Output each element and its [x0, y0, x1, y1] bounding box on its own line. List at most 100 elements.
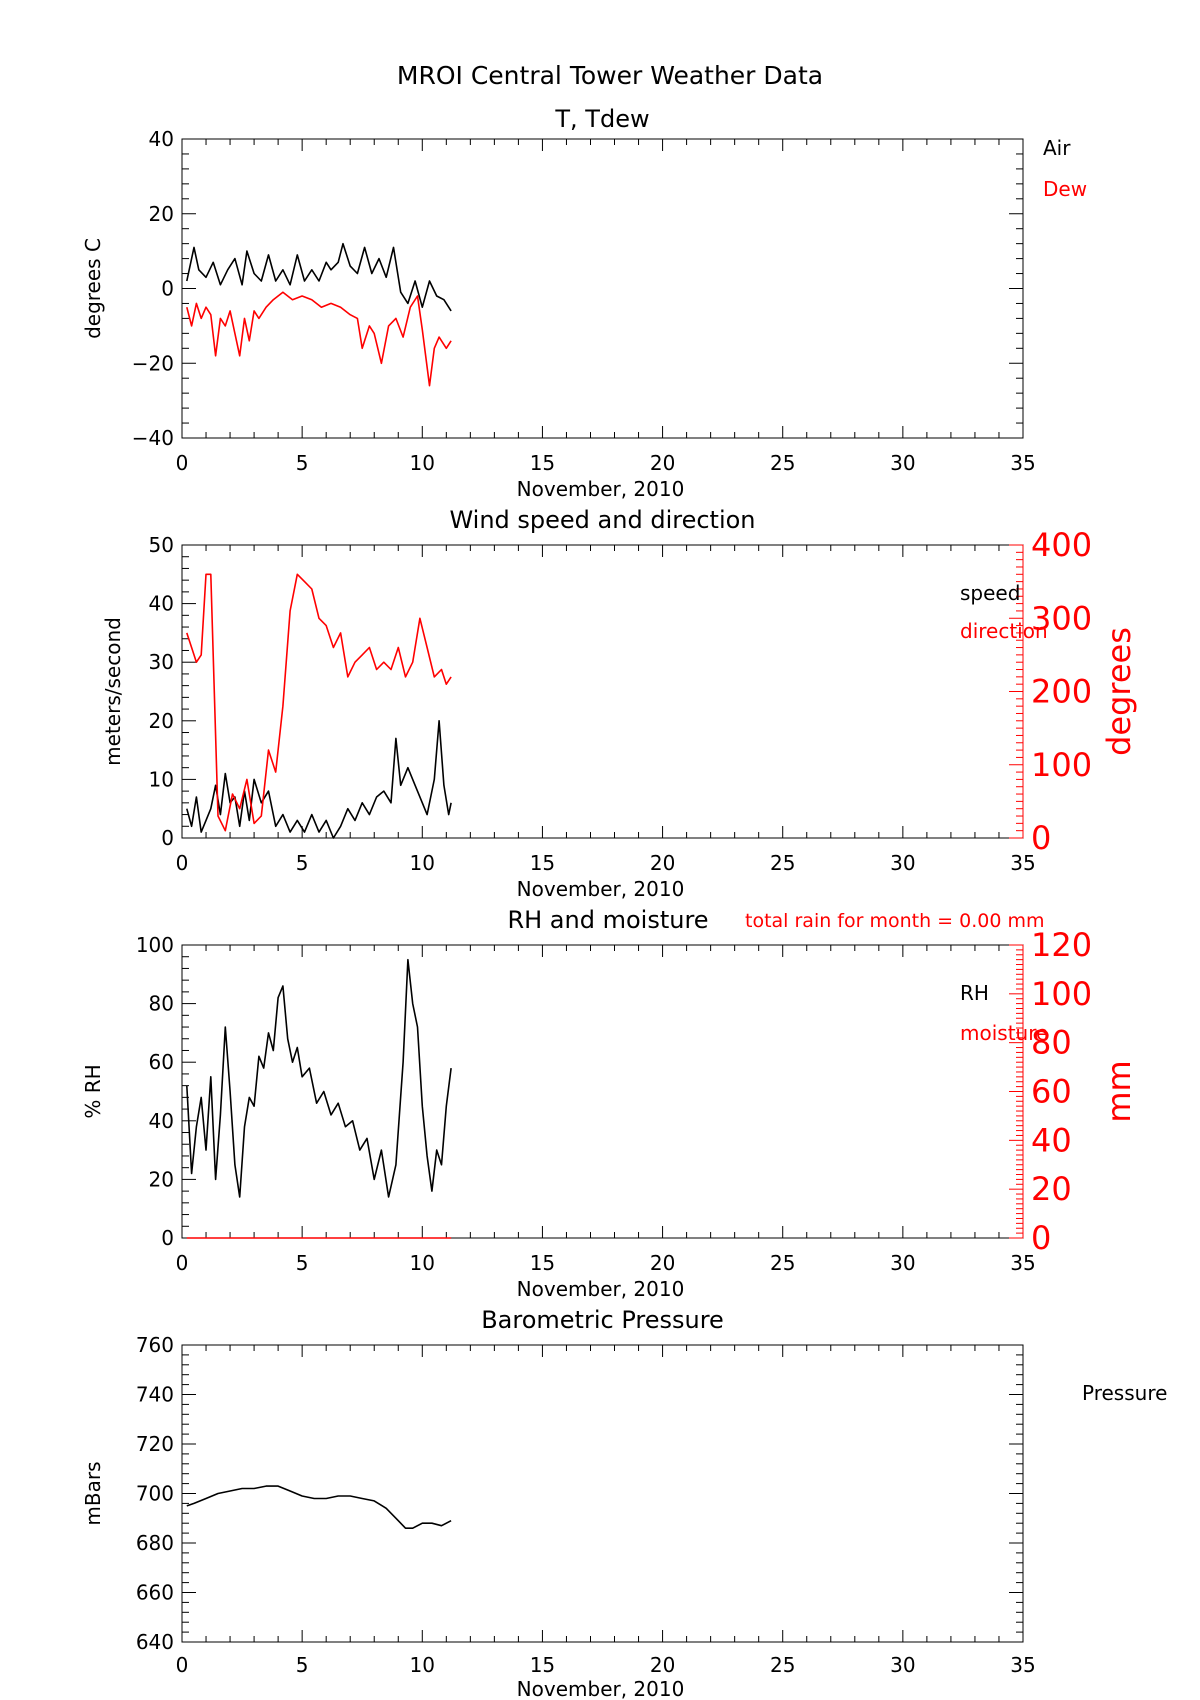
x-tick-label: 20 [650, 1653, 675, 1677]
y-tick-label: 40 [149, 1109, 174, 1133]
x-tick-label: 35 [1010, 1251, 1035, 1275]
x-axis-label: November, 2010 [517, 1277, 685, 1301]
x-tick-label: 30 [890, 451, 915, 475]
y-right-tick-label: 100 [1031, 975, 1092, 1013]
y-tick-label: 660 [136, 1581, 174, 1605]
chart-temp: T, Tdew 0 5 10 15 20 25 30 35 November, 2010 −40 −2… [81, 105, 1087, 501]
plot-frame [181, 138, 1024, 439]
x-axis-label: November, 2010 [517, 1677, 685, 1700]
x-tick-label: 25 [770, 1251, 795, 1275]
y-tick-label: 60 [149, 1050, 174, 1074]
legend-entry: RH [960, 981, 989, 1005]
x-tick-label: 15 [530, 451, 555, 475]
y-axis-label: degrees C [81, 238, 105, 339]
plot-frame [181, 544, 1024, 839]
legend-entry: direction [960, 619, 1048, 643]
x-tick-label: 20 [650, 1251, 675, 1275]
plot-frame [181, 944, 1024, 1239]
y-tick-label: 30 [149, 650, 174, 674]
y-tick-label: 720 [136, 1432, 174, 1456]
y-right-tick-label: 80 [1031, 1024, 1072, 1062]
y-right-tick-label: 120 [1031, 926, 1092, 964]
y-axis-label: % RH [81, 1064, 105, 1118]
rain-annotation: total rain for month = 0.00 mm [745, 910, 1045, 932]
y-tick-label: 100 [136, 933, 174, 957]
y-right-tick-label: 100 [1031, 746, 1092, 784]
y-tick-label: −20 [132, 351, 174, 375]
x-tick-label: 10 [410, 1653, 435, 1677]
y-right-tick-label: 0 [1031, 1219, 1051, 1257]
y-tick-label: 50 [149, 533, 174, 557]
y-tick-label: 20 [149, 202, 174, 226]
y-right-axis-label: mm [1100, 1060, 1138, 1122]
legend-entry: Dew [1043, 177, 1087, 201]
y-tick-label: 80 [149, 992, 174, 1016]
y-tick-label: 700 [136, 1482, 174, 1506]
chart-title: T, Tdew [554, 105, 649, 133]
chart-title: Barometric Pressure [481, 1306, 724, 1334]
legend-entry: moisture [960, 1021, 1048, 1045]
y-tick-label: 0 [161, 277, 174, 301]
x-tick-label: 10 [410, 1251, 435, 1275]
x-axis-label: November, 2010 [517, 877, 685, 901]
y-right-tick-label: 40 [1031, 1121, 1072, 1159]
y-tick-label: 740 [136, 1383, 174, 1407]
legend-entry: speed [960, 581, 1020, 605]
y-tick-label: 0 [161, 826, 174, 850]
chart-wind: Wind speed and direction 0 5 10 15 20 25 30 35 No… [101, 506, 1138, 901]
x-tick-label: 5 [296, 451, 309, 475]
x-tick-label: 30 [890, 1251, 915, 1275]
chart-pressure: Barometric Pressure 0 5 10 15 20 25 30 35 Novembe… [81, 1306, 1167, 1700]
legend-entry: Air [1043, 136, 1071, 160]
y-tick-label: 0 [161, 1226, 174, 1250]
x-tick-label: 20 [650, 451, 675, 475]
y-axis-label: mBars [81, 1461, 105, 1525]
y-tick-label: 40 [149, 127, 174, 151]
series-line-dew [186, 291, 452, 387]
x-tick-label: 30 [890, 851, 915, 875]
y-tick-label: 20 [149, 1167, 174, 1191]
x-tick-label: 0 [176, 451, 189, 475]
x-tick-label: 25 [770, 451, 795, 475]
chart-title: RH and moisture [507, 906, 708, 934]
y-right-tick-label: 60 [1031, 1073, 1072, 1111]
series-line-pressure [186, 1485, 452, 1529]
legend-entry: Pressure [1082, 1381, 1167, 1405]
page-title: MROI Central Tower Weather Data [397, 61, 823, 90]
y-right-tick-label: 0 [1031, 819, 1051, 857]
x-tick-label: 5 [296, 851, 309, 875]
series-line-direction [186, 573, 452, 832]
x-tick-label: 0 [176, 851, 189, 875]
x-axis-label: November, 2010 [517, 477, 685, 501]
x-tick-label: 5 [296, 1251, 309, 1275]
x-tick-label: 15 [530, 1251, 555, 1275]
y-tick-label: 760 [136, 1333, 174, 1357]
x-tick-label: 10 [410, 451, 435, 475]
x-tick-label: 35 [1010, 451, 1035, 475]
y-tick-label: 10 [149, 767, 174, 791]
x-tick-label: 5 [296, 1653, 309, 1677]
y-right-tick-label: 200 [1031, 673, 1092, 711]
y-tick-label: 680 [136, 1531, 174, 1555]
x-tick-label: 35 [1010, 1653, 1035, 1677]
x-tick-label: 35 [1010, 851, 1035, 875]
chart-rh: RH and moisture total rain for month = 0.… [81, 906, 1138, 1301]
y-right-tick-label: 300 [1031, 599, 1092, 637]
x-tick-label: 0 [176, 1251, 189, 1275]
series-line-rh [186, 958, 452, 1198]
x-tick-label: 25 [770, 851, 795, 875]
y-right-tick-label: 400 [1031, 526, 1092, 564]
x-tick-label: 30 [890, 1653, 915, 1677]
x-tick-label: 15 [530, 1653, 555, 1677]
series-line-speed [186, 719, 452, 839]
plot-frame [181, 1344, 1024, 1643]
charts-container: T, Tdew 0 5 10 15 20 25 30 35 November, 2010 −40 −2… [81, 105, 1167, 1700]
y-right-axis-label: degrees [1100, 627, 1138, 756]
x-tick-label: 0 [176, 1653, 189, 1677]
y-tick-label: 640 [136, 1630, 174, 1654]
y-tick-label: 20 [149, 709, 174, 733]
chart-title: Wind speed and direction [449, 506, 755, 534]
y-axis-label: meters/second [101, 617, 125, 766]
y-tick-label: 40 [149, 592, 174, 616]
